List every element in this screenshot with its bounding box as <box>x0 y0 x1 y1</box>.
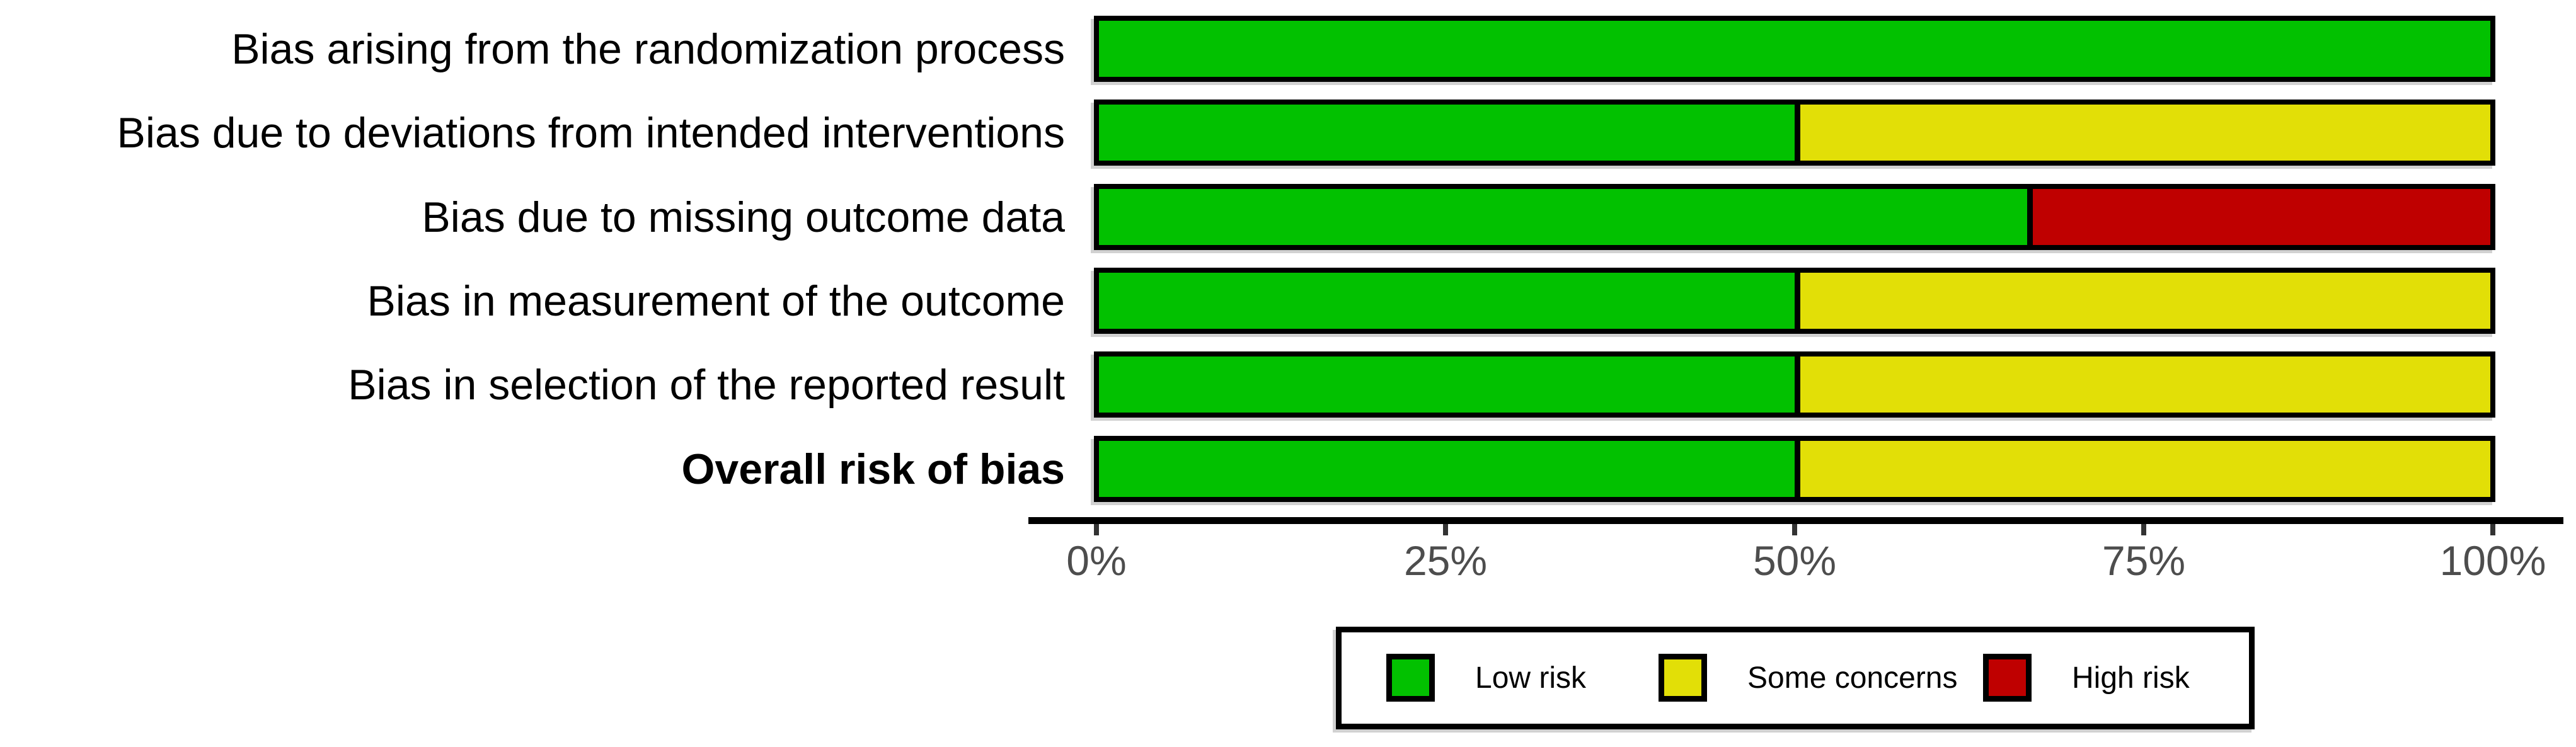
legend-label-some-concerns: Some concerns <box>1747 661 1958 695</box>
x-axis-tick-label-25: 25% <box>1403 537 1488 584</box>
bar-bias-in-selection-of-the-reported-result <box>1094 351 2495 418</box>
x-axis-tick-100 <box>2490 524 2495 535</box>
legend-swatch-high-risk <box>1983 654 2032 702</box>
category-label-overall-risk-of-bias: Overall risk of bias <box>681 445 1065 493</box>
legend-entry-high-risk: High risk <box>1983 654 2190 702</box>
category-label-bias-arising-from-the-randomization-process: Bias arising from the randomization proc… <box>231 25 1065 73</box>
x-axis-tick-label-75: 75% <box>2102 537 2186 584</box>
bar-bias-arising-from-the-randomization-process <box>1094 16 2495 82</box>
bar-bias-due-to-missing-outcome-data <box>1094 184 2495 250</box>
bar-segment-low-risk <box>1099 189 2027 245</box>
bar-segment-low-risk <box>1099 21 2490 77</box>
bar-segment-low-risk <box>1099 273 1795 329</box>
category-label-bias-in-measurement-of-the-outcome: Bias in measurement of the outcome <box>367 277 1065 325</box>
bar-overall-risk-of-bias <box>1094 436 2495 502</box>
x-axis-tick-label-0: 0% <box>1066 537 1127 584</box>
bar-segment-low-risk <box>1099 356 1795 413</box>
bar-bias-in-measurement-of-the-outcome <box>1094 268 2495 334</box>
x-axis-tick-label-50: 50% <box>1752 537 1837 584</box>
x-axis-tick-50 <box>1792 524 1797 535</box>
category-label-bias-due-to-missing-outcome-data: Bias due to missing outcome data <box>422 193 1065 241</box>
bar-segment-high-risk <box>2027 189 2490 245</box>
legend-label-high-risk: High risk <box>2072 661 2190 695</box>
bar-segment-low-risk <box>1099 441 1795 497</box>
category-label-bias-due-to-deviations-from-intended-interventions: Bias due to deviations from intended int… <box>117 108 1065 157</box>
bar-segment-low-risk <box>1099 105 1795 161</box>
x-axis-tick-75 <box>2141 524 2146 535</box>
legend-swatch-low-risk <box>1386 654 1435 702</box>
legend-entry-some-concerns: Some concerns <box>1659 654 1958 702</box>
legend-entry-low-risk: Low risk <box>1386 654 1586 702</box>
x-axis-tick-0 <box>1094 524 1099 535</box>
legend-label-low-risk: Low risk <box>1475 661 1587 695</box>
bar-bias-due-to-deviations-from-intended-interventions <box>1094 100 2495 166</box>
bar-segment-some-concerns <box>1795 356 2490 413</box>
legend-box: Low risk Some concerns High risk <box>1336 627 2255 729</box>
x-axis-tick-label-100: 100% <box>2439 537 2546 584</box>
legend-swatch-some-concerns <box>1659 654 1707 702</box>
bar-segment-some-concerns <box>1795 105 2490 161</box>
bar-segment-some-concerns <box>1795 441 2490 497</box>
x-axis-tick-25 <box>1443 524 1448 535</box>
category-label-bias-in-selection-of-the-reported-result: Bias in selection of the reported result <box>348 360 1065 409</box>
bar-segment-some-concerns <box>1795 273 2490 329</box>
x-axis-line <box>1028 517 2563 524</box>
